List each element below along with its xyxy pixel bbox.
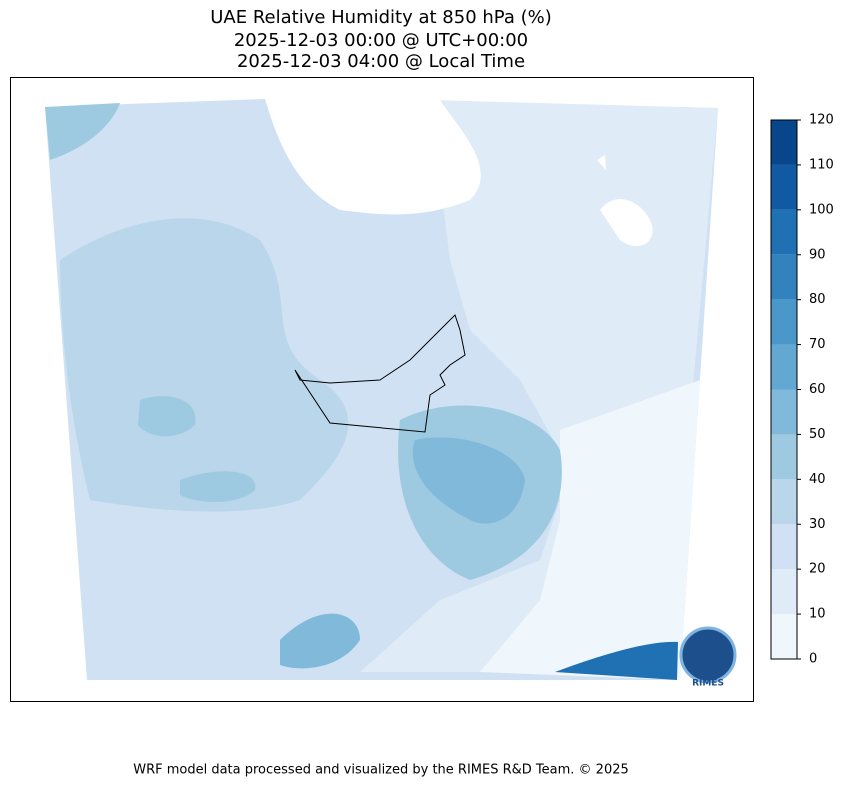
no-data	[597, 155, 653, 247]
logo-text: RIMES	[692, 679, 724, 689]
uae-border	[294, 314, 466, 433]
title-line: 2025-12-03 04:00 @ Local Time	[237, 51, 525, 72]
title-line: UAE Relative Humidity at 850 hPa (%)	[210, 7, 551, 28]
colorbar-tick-label: 100	[809, 202, 834, 217]
colorbar-tick-label: 10	[809, 607, 826, 622]
colorbar-band	[771, 344, 797, 390]
colorbar-tick-label: 0	[809, 652, 817, 667]
humid-area	[180, 471, 256, 502]
colorbar-tick-label: 90	[809, 247, 826, 262]
colorbar-tick-label: 40	[809, 472, 826, 487]
colorbar-band	[771, 164, 797, 210]
humid-area	[45, 103, 120, 160]
no-data	[265, 99, 481, 215]
colorbar-band	[771, 434, 797, 480]
humid-area	[412, 437, 525, 524]
colorbar-band	[771, 209, 797, 255]
footer: WRF model data processed and visualized …	[133, 763, 629, 778]
colorbar-tick-label: 80	[809, 292, 826, 307]
colorbar-tick-label: 30	[809, 517, 826, 532]
dry-area	[480, 380, 700, 680]
humid-area	[555, 641, 678, 680]
colorbar-band	[771, 614, 797, 659]
logo	[679, 626, 737, 684]
title-line: 2025-12-03 00:00 @ UTC+00:00	[234, 30, 528, 51]
colorbar-band	[771, 389, 797, 435]
colorbar-band	[771, 569, 797, 615]
map: RIMES	[45, 99, 737, 689]
colorbar-tick-label: 110	[809, 157, 834, 172]
humid-area	[60, 218, 349, 512]
colorbar-band	[771, 524, 797, 570]
colorbar-band	[771, 299, 797, 345]
colorbar-band	[771, 479, 797, 525]
colorbar-tick-label: 60	[809, 382, 826, 397]
colorbar-band	[771, 254, 797, 300]
colorbar-tick-label: 20	[809, 562, 826, 577]
colorbar-tick-label: 70	[809, 337, 826, 352]
colorbar-band	[771, 120, 797, 165]
colorbar-tick-label: 50	[809, 427, 826, 442]
colorbar: 0 10 20 30 40 50 60 70 80 90 100 110 120	[770, 113, 834, 667]
colorbar-tick-label: 120	[809, 113, 834, 128]
humid-area	[280, 613, 360, 669]
humid-area	[138, 396, 196, 437]
